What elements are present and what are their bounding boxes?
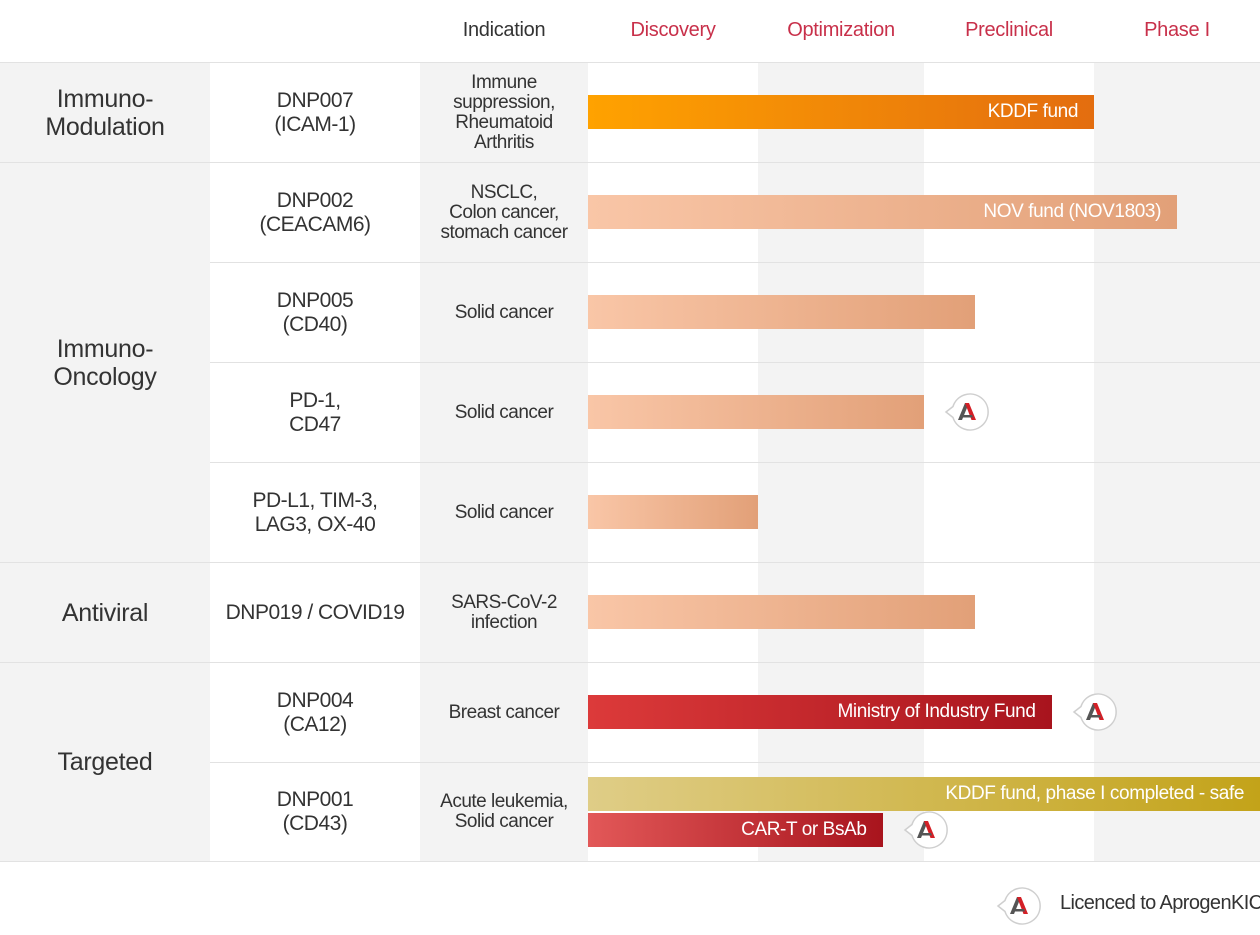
row-divider bbox=[0, 662, 1260, 663]
bar-label: NOV fund (NOV1803) bbox=[983, 201, 1161, 222]
row-divider bbox=[210, 262, 1260, 263]
category-label: Immuno- Oncology bbox=[53, 334, 157, 391]
indication-text: Solid cancer bbox=[454, 301, 554, 323]
row-divider bbox=[0, 861, 1260, 862]
aprogen-logo-icon bbox=[994, 882, 1042, 930]
pipeline-bar bbox=[588, 595, 975, 629]
aprogen-logo-icon bbox=[942, 388, 990, 436]
category-targeted: Targeted bbox=[0, 663, 210, 861]
pipeline-bar: NOV fund (NOV1803) bbox=[588, 195, 1177, 229]
bar-label: KDDF fund bbox=[987, 101, 1079, 122]
category-immuno-oncology: Immuno- Oncology bbox=[0, 163, 210, 562]
row-divider bbox=[0, 162, 1260, 163]
row-divider bbox=[210, 362, 1260, 363]
pipeline-bar: CAR-T or BsAb bbox=[588, 813, 883, 847]
aprogen-logo-icon bbox=[1070, 688, 1118, 736]
indication-text: Solid cancer bbox=[454, 501, 554, 523]
pipeline-bar: Ministry of Industry Fund bbox=[588, 695, 1052, 729]
header-stage-preclinical: Preclinical bbox=[965, 18, 1053, 41]
bar-label: KDDF fund, phase I completed - safe bbox=[945, 783, 1244, 804]
indication-text: Solid cancer bbox=[454, 401, 554, 423]
candidate-name: PD-L1, TIM-3, LAG3, OX-40 bbox=[252, 488, 378, 536]
pipeline-bar bbox=[588, 495, 758, 529]
indication-text: SARS-CoV-2 infection bbox=[451, 591, 557, 633]
header-stage-optimization: Optimization bbox=[787, 18, 895, 41]
header-indication: Indication bbox=[462, 18, 546, 41]
candidate-name: DNP019 / COVID19 bbox=[225, 600, 405, 624]
category-antiviral: Antiviral bbox=[0, 563, 210, 662]
category-label: Antiviral bbox=[61, 598, 149, 627]
candidate-name: DNP002 (CEACAM6) bbox=[259, 188, 371, 236]
indication-text: Acute leukemia, Solid cancer bbox=[440, 791, 568, 832]
candidate-name: PD-1, CD47 bbox=[289, 388, 341, 436]
candidate-name: DNP007 (ICAM-1) bbox=[274, 88, 356, 136]
header-stage-discovery: Discovery bbox=[630, 18, 716, 41]
row-divider bbox=[0, 62, 1260, 63]
candidate-name: DNP001 (CD43) bbox=[276, 788, 354, 835]
indication-text: NSCLC, Colon cancer, stomach cancer bbox=[440, 181, 568, 243]
row-divider bbox=[210, 462, 1260, 463]
pipeline-bar: KDDF fund bbox=[588, 95, 1094, 129]
candidate-name: DNP005 (CD40) bbox=[276, 288, 354, 336]
aprogen-logo-icon bbox=[901, 806, 949, 854]
row-divider bbox=[0, 562, 1260, 563]
row-divider bbox=[210, 762, 1260, 763]
header-stage-phase1: Phase I bbox=[1144, 18, 1210, 41]
category-label: Targeted bbox=[57, 748, 153, 776]
indication-text: Breast cancer bbox=[448, 701, 560, 723]
bar-label: CAR-T or BsAb bbox=[741, 819, 867, 840]
pipeline-bar: KDDF fund, phase I completed - safe bbox=[588, 777, 1260, 811]
category-label: Immuno- Modulation bbox=[45, 84, 165, 141]
pipeline-bar bbox=[588, 395, 924, 429]
legend-text: Licenced to AprogenKIC bbox=[1060, 892, 1260, 914]
indication-text: Immune suppression, Rheumatoid Arthritis bbox=[453, 71, 555, 153]
column-band-category bbox=[0, 62, 210, 862]
bar-label: Ministry of Industry Fund bbox=[837, 701, 1036, 722]
category-immuno-modulation: Immuno- Modulation bbox=[0, 63, 210, 162]
candidate-name: DNP004 (CA12) bbox=[276, 688, 354, 736]
pipeline-bar bbox=[588, 295, 975, 329]
